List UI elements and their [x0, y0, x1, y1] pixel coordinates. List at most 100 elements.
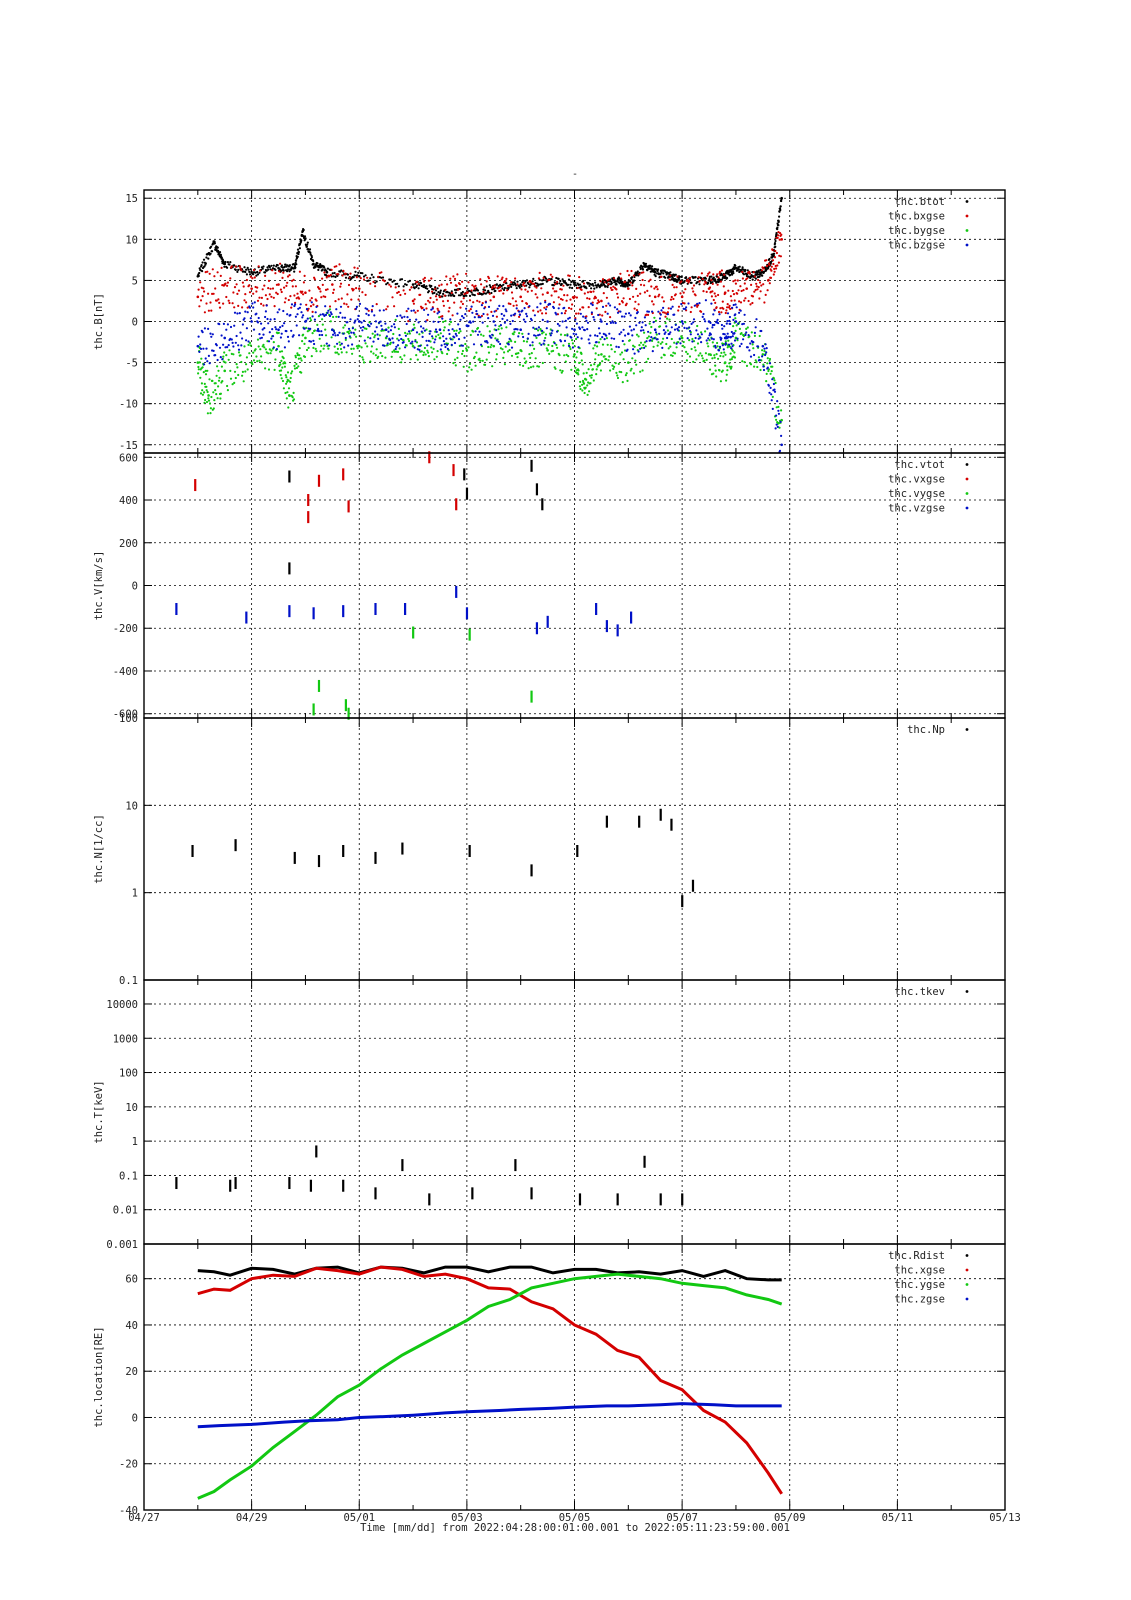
data-point-fill [729, 273, 732, 277]
data-point-fill [654, 319, 658, 322]
data-point-fill [732, 272, 735, 275]
data-point-fill [324, 295, 327, 298]
data-point-fill [489, 285, 492, 289]
data-point-fill [494, 286, 497, 289]
data-point [357, 274, 361, 278]
data-point-fill [582, 382, 586, 385]
data-point [578, 1193, 582, 1206]
data-point-fill [415, 280, 419, 283]
y-tick-label: 0.001 [106, 1239, 138, 1251]
data-point-fill [713, 323, 716, 326]
data-point-fill [590, 290, 593, 294]
data-point-fill [777, 261, 781, 264]
data-point-fill [425, 339, 428, 342]
data-point-fill [619, 272, 622, 275]
data-point-fill [504, 345, 507, 348]
data-point-fill [366, 308, 369, 311]
data-point-fill [639, 347, 642, 350]
data-point-fill [427, 313, 430, 316]
data-point-fill [310, 355, 313, 358]
data-point-fill [203, 311, 206, 314]
data-point-fill [330, 336, 333, 339]
data-point-fill [207, 327, 210, 330]
data-point-fill [644, 324, 647, 327]
data-point-fill [772, 382, 776, 386]
data-point-fill [226, 284, 229, 287]
data-point-fill [267, 340, 271, 343]
data-point-fill [384, 322, 387, 325]
data-point-fill [752, 341, 755, 344]
data-point-fill [777, 405, 780, 408]
data-point-fill [253, 276, 256, 279]
data-point-fill [311, 332, 314, 335]
data-point-fill [609, 369, 612, 372]
data-point-fill [415, 318, 418, 321]
data-point-fill [257, 265, 260, 268]
data-point-fill [701, 277, 704, 281]
data-point-fill [732, 303, 735, 307]
data-point-fill [514, 340, 517, 343]
data-point-fill [568, 316, 571, 319]
data-point-fill [719, 354, 722, 358]
data-point-fill [533, 314, 537, 317]
data-point-fill [265, 304, 268, 307]
data-point-fill [230, 265, 233, 268]
data-point-fill [685, 276, 688, 279]
data-point-fill [267, 322, 270, 325]
data-point-fill [598, 362, 602, 365]
data-point-fill [374, 330, 377, 333]
data-point-fill [527, 282, 530, 286]
data-point-fill [202, 287, 205, 290]
data-point-fill [601, 314, 604, 317]
data-point-fill [736, 339, 739, 342]
data-point-fill [260, 355, 263, 358]
y-tick-label: 1 [132, 888, 138, 900]
data-point-fill [415, 354, 418, 357]
data-point-fill [621, 280, 624, 283]
data-point-fill [704, 320, 707, 323]
data-point-fill [685, 306, 688, 309]
data-point-fill [529, 344, 532, 347]
data-point-fill [377, 337, 380, 340]
data-point [411, 299, 415, 303]
data-point-fill [594, 358, 597, 361]
data-point-fill [400, 316, 404, 319]
data-point-fill [575, 322, 579, 325]
data-point-fill [461, 290, 464, 294]
data-point-fill [762, 267, 765, 270]
data-point-fill [460, 344, 463, 347]
data-point-fill [567, 317, 570, 320]
data-point-fill [613, 306, 617, 309]
series-line [197, 1265, 782, 1282]
data-point [546, 615, 549, 628]
data-point-fill [452, 275, 455, 278]
data-point-fill [285, 397, 288, 400]
data-point-fill [537, 329, 540, 332]
data-point-fill [302, 281, 305, 284]
data-point-fill [295, 263, 298, 266]
data-point-fill [451, 314, 454, 317]
data-point-fill [694, 276, 697, 279]
data-point-fill [407, 337, 410, 341]
data-point-fill [635, 324, 638, 327]
data-point-fill [711, 326, 714, 329]
data-point-fill [743, 313, 746, 316]
data-point-fill [302, 333, 305, 336]
data-point [223, 262, 227, 266]
data-point-fill [337, 315, 340, 318]
data-point-fill [667, 347, 670, 350]
data-point-fill [218, 376, 221, 379]
legend-label: thc.bxgse [888, 211, 945, 223]
data-point-fill [708, 339, 711, 342]
data-point-fill [281, 379, 285, 383]
data-point [761, 344, 765, 348]
data-point-fill [556, 346, 559, 349]
data-point-fill [559, 369, 562, 372]
data-point-fill [507, 286, 510, 289]
data-point-fill [599, 369, 603, 372]
data-point-fill [761, 274, 764, 277]
data-point-fill [241, 374, 244, 377]
data-point-fill [504, 308, 507, 311]
data-point-fill [237, 373, 240, 377]
data-point-fill [269, 287, 272, 290]
